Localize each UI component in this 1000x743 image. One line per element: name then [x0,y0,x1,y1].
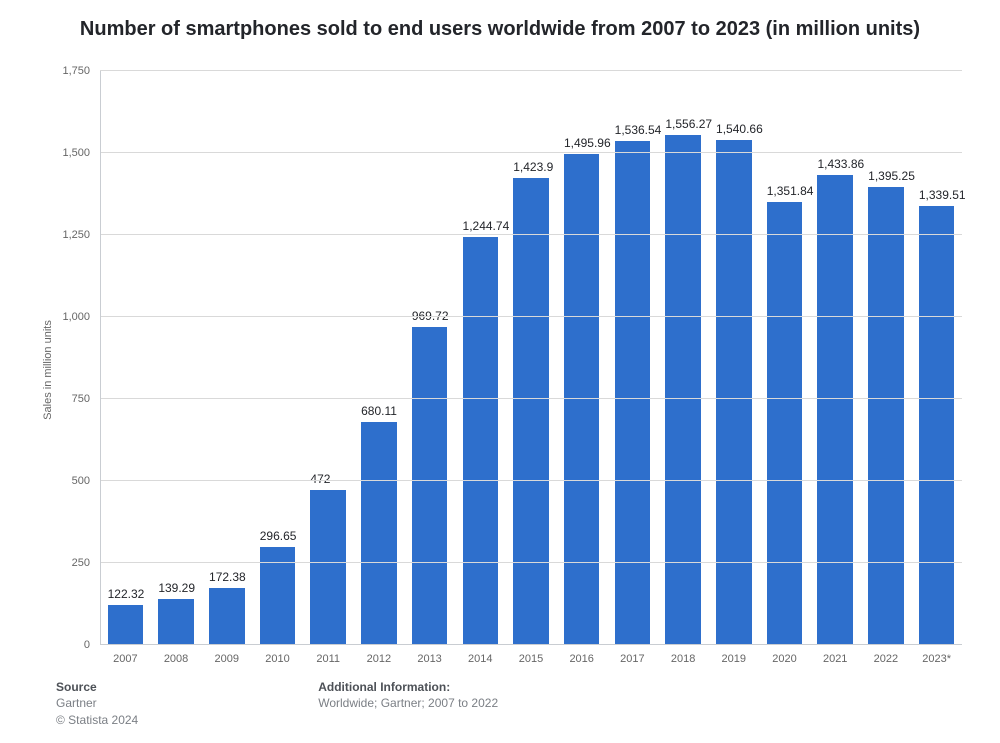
y-tick-label: 1,500 [62,147,100,159]
bar-value-label: 1,423.9 [513,160,553,174]
bar-value-label: 139.29 [158,581,195,595]
bar-slot: 1,351.84 [759,71,810,645]
x-tick-label: 2009 [201,645,252,665]
chart-footer: Source Gartner © Statista 2024 Additiona… [0,679,1000,743]
y-tick-label: 1,750 [62,65,100,77]
bar-slot: 472 [303,71,354,645]
info-block: Additional Information: Worldwide; Gartn… [318,679,498,729]
y-tick-label: 750 [72,393,100,405]
x-tick-label: 2014 [455,645,506,665]
x-tick-label: 2022 [861,645,912,665]
bar-value-label: 122.32 [108,587,145,601]
x-tick-label: 2013 [404,645,455,665]
bar-value-label: 680.11 [361,404,397,418]
y-tick-label: 1,000 [62,311,100,323]
source-heading: Source [56,679,138,696]
x-tick-label: 2016 [556,645,607,665]
y-tick-label: 500 [72,475,100,487]
x-tick-label: 2019 [708,645,759,665]
gridline [100,70,962,71]
y-axis-label: Sales in million units [42,320,54,420]
bar-slot: 296.65 [252,71,303,645]
gridline [100,152,962,153]
bar: 969.72 [412,327,447,645]
bar: 1,423.9 [513,178,548,645]
bar-slot: 1,540.66 [708,71,759,645]
bar: 1,536.54 [615,141,650,645]
source-block: Source Gartner © Statista 2024 [56,679,138,729]
bar-value-label: 1,556.27 [665,117,712,131]
bar: 1,395.25 [868,187,903,644]
bar-slot: 1,395.25 [861,71,912,645]
x-tick-label: 2020 [759,645,810,665]
gridline [100,316,962,317]
bar-value-label: 172.38 [209,570,246,584]
plot: Sales in million units 122.32 139.29 172.3… [20,61,980,679]
gridline [100,398,962,399]
page: Number of smartphones sold to end users … [0,0,1000,743]
gridline [100,480,962,481]
x-tick-label: 2017 [607,645,658,665]
bar-slot: 680.11 [354,71,405,645]
gridline [100,562,962,563]
bar-value-label: 1,495.96 [564,136,611,150]
bar-slot: 172.38 [201,71,252,645]
x-tick-label: 2011 [303,645,354,665]
bar-slot: 139.29 [151,71,202,645]
bar-value-label: 1,536.54 [615,123,662,137]
bar-slot: 1,339.51 [911,71,962,645]
bar: 1,495.96 [564,154,599,644]
x-tick-label: 2023* [911,645,962,665]
y-tick-label: 250 [72,557,100,569]
bar: 472 [310,490,345,645]
bar-slot: 1,556.27 [658,71,709,645]
bar: 1,540.66 [716,140,751,645]
bar-value-label: 1,433.86 [817,157,864,171]
source-line-1: Gartner [56,695,138,712]
bar-slot: 1,433.86 [810,71,861,645]
bar-value-label: 1,395.25 [868,169,915,183]
info-line: Worldwide; Gartner; 2007 to 2022 [318,695,498,712]
chart-area: Sales in million units 122.32 139.29 172.3… [0,51,1000,679]
bar: 172.38 [209,588,244,645]
y-tick-label: 0 [84,639,100,651]
bar-value-label: 296.65 [260,529,297,543]
info-heading: Additional Information: [318,679,498,696]
bar: 122.32 [108,605,143,645]
bar-value-label: 1,244.74 [463,219,510,233]
x-tick-label: 2010 [252,645,303,665]
bars-container: 122.32 139.29 172.38 296.65 472 680.11 969.72 1… [100,71,962,645]
x-tick-label: 2015 [506,645,557,665]
bar-slot: 1,244.74 [455,71,506,645]
bar: 1,351.84 [767,202,802,645]
y-axis-line [100,71,101,645]
bar-value-label: 1,351.84 [767,184,814,198]
plot-area: 122.32 139.29 172.38 296.65 472 680.11 969.72 1… [100,71,962,645]
gridline [100,234,962,235]
bar-value-label: 1,540.66 [716,122,763,136]
bar: 1,339.51 [919,206,954,645]
bar-slot: 1,495.96 [556,71,607,645]
x-tick-label: 2021 [810,645,861,665]
x-tick-label: 2007 [100,645,151,665]
bar-slot: 969.72 [404,71,455,645]
bar: 680.11 [361,422,396,645]
bar-slot: 1,423.9 [506,71,557,645]
bar-slot: 1,536.54 [607,71,658,645]
x-axis-labels: 2007200820092010201120122013201420152016… [100,645,962,665]
x-tick-label: 2012 [354,645,405,665]
y-tick-label: 1,250 [62,229,100,241]
bar: 139.29 [158,599,193,645]
bar: 1,244.74 [463,237,498,645]
source-line-2: © Statista 2024 [56,712,138,729]
bar: 1,433.86 [817,175,852,645]
bar-value-label: 1,339.51 [919,188,966,202]
chart-title: Number of smartphones sold to end users … [0,0,1000,51]
bar-slot: 122.32 [100,71,151,645]
x-tick-label: 2018 [658,645,709,665]
bar: 1,556.27 [665,135,700,645]
x-tick-label: 2008 [151,645,202,665]
